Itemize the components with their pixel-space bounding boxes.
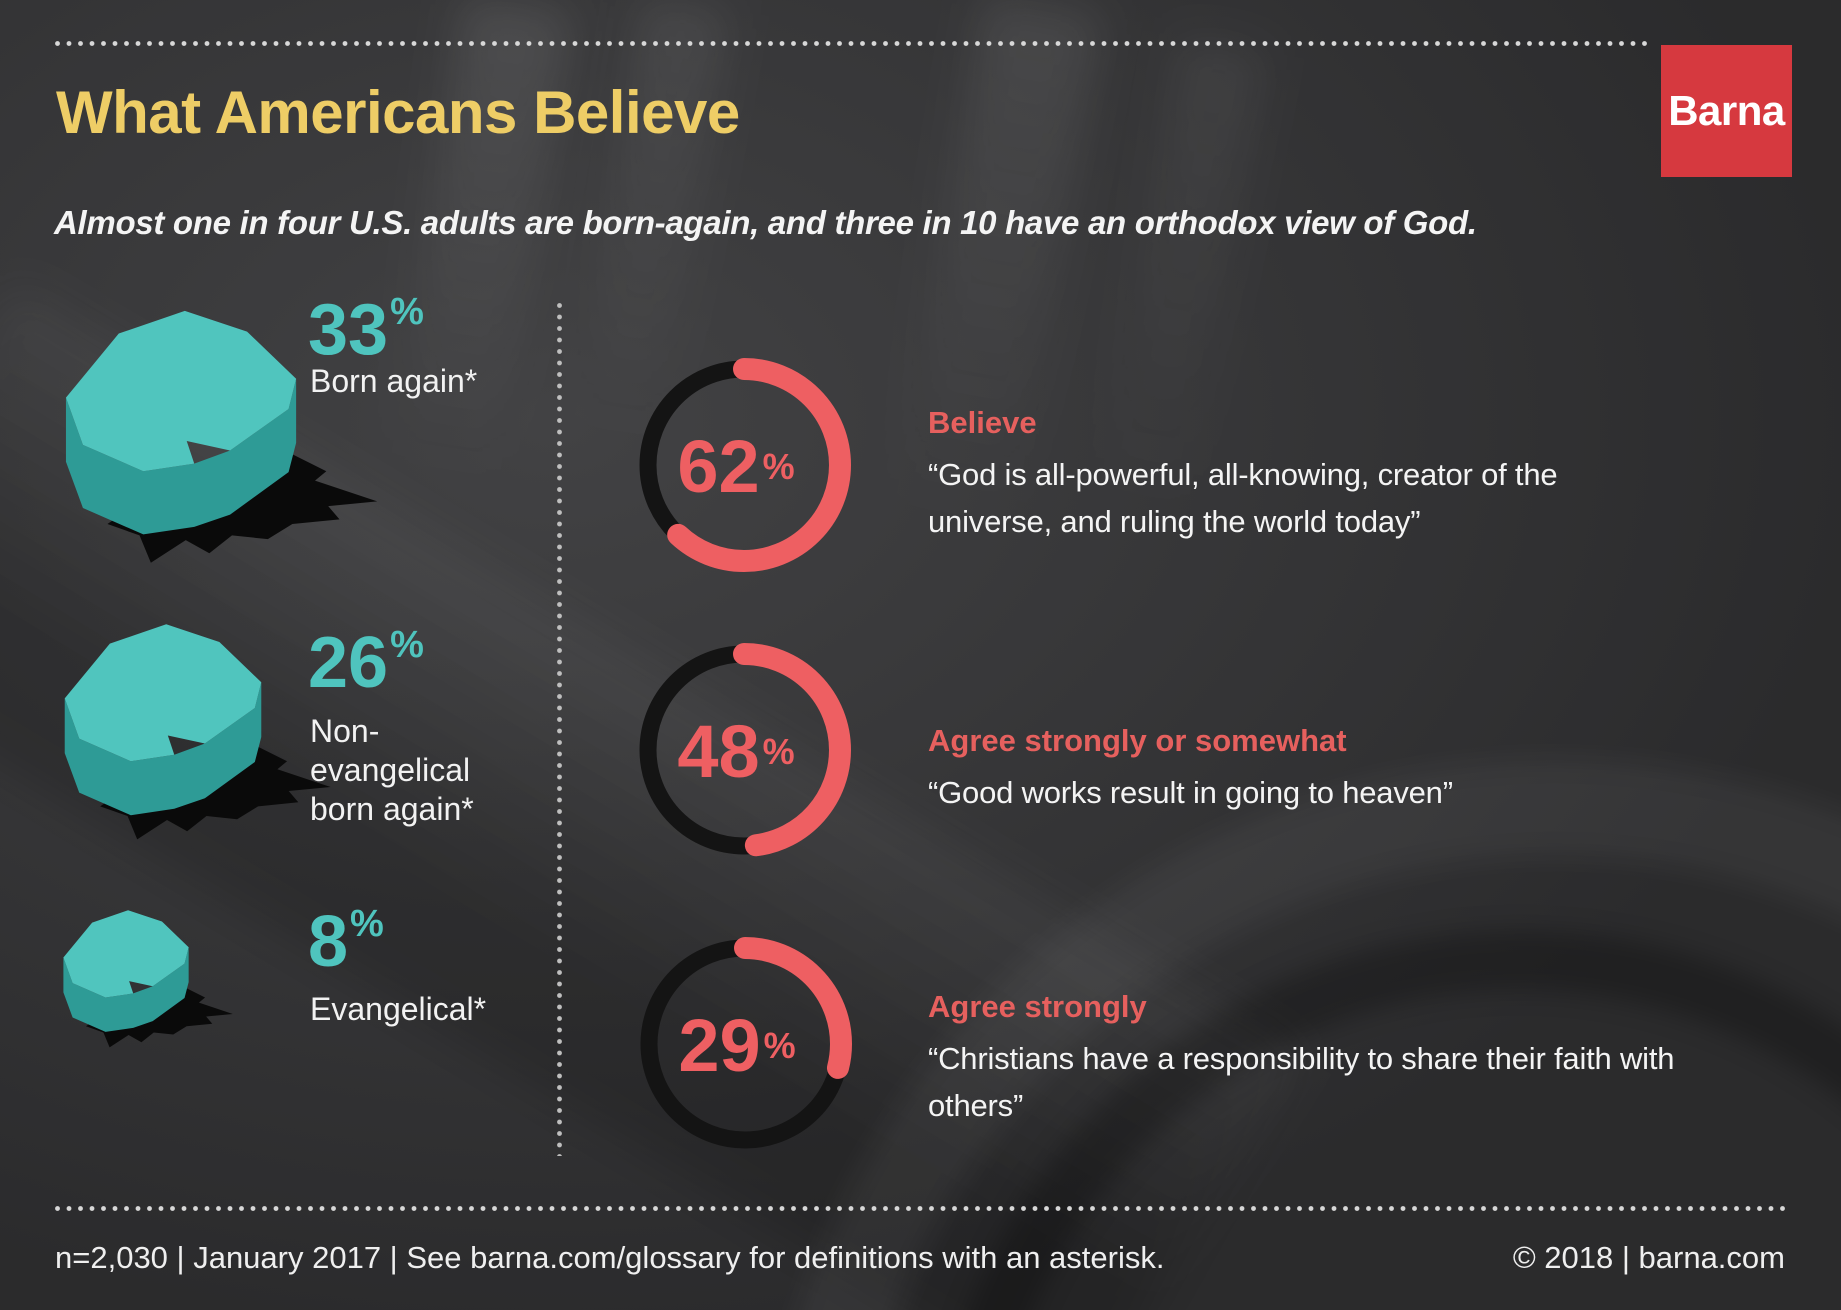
us-map-3d-icon-non-evangelical xyxy=(47,608,337,850)
belief-quote: “God is all-powerful, all-knowing, creat… xyxy=(928,457,1558,540)
donut-arc xyxy=(637,358,851,572)
stat-value-evangelical: 8% xyxy=(308,902,384,982)
top-dotted-divider xyxy=(55,41,1652,46)
donut-value-believe: 62% xyxy=(677,425,795,508)
donut-value-good-works: 48% xyxy=(677,710,795,793)
donut-value-share-faith: 29% xyxy=(678,1004,796,1087)
us-map-3d-icon-evangelical xyxy=(52,900,237,1054)
page-subtitle: Almost one in four U.S. adults are born-… xyxy=(54,204,1477,241)
belief-block-believe: Believe “God is all-powerful, all-knowin… xyxy=(928,404,1658,545)
footer-dotted-divider xyxy=(55,1206,1787,1211)
percent-sign: % xyxy=(762,731,795,772)
percent-sign: % xyxy=(390,624,424,666)
barna-logo[interactable]: Barna xyxy=(1661,45,1792,177)
belief-heading: Believe xyxy=(928,405,1037,440)
stat-label-evangelical: Evangelical* xyxy=(310,991,487,1027)
belief-block-share-faith: Agree strongly “Christians have a respon… xyxy=(928,988,1728,1129)
vertical-dotted-divider xyxy=(557,303,562,1156)
donut-chart-believe: 62% xyxy=(633,354,855,576)
page-title: What Americans Believe xyxy=(56,79,740,146)
percent-sign: % xyxy=(350,903,384,945)
percent-sign: % xyxy=(762,446,795,487)
footer-copyright: © 2018 | barna.com xyxy=(1512,1240,1785,1275)
belief-heading: Agree strongly or somewhat xyxy=(928,723,1347,758)
percent-sign: % xyxy=(763,1025,796,1066)
belief-quote: “Good works result in going to heaven” xyxy=(928,775,1453,811)
footer-source-note: n=2,030 | January 2017 | See barna.com/g… xyxy=(55,1240,1165,1275)
stat-label-non-evangelical: Non- evangelical born again* xyxy=(310,713,474,827)
stat-value-born-again: 33% xyxy=(308,290,424,370)
stray-period: . xyxy=(1238,198,1250,242)
belief-heading: Agree strongly xyxy=(928,989,1147,1024)
stat-value-non-evangelical: 26% xyxy=(308,623,424,703)
barna-logo-text: Barna xyxy=(1668,87,1785,134)
donut-arc xyxy=(637,643,851,857)
donut-chart-good-works: 48% xyxy=(633,639,855,861)
donut-chart-share-faith: 29% xyxy=(634,933,856,1155)
belief-block-good-works: Agree strongly or somewhat “Good works r… xyxy=(928,722,1453,816)
stat-label-born-again: Born again* xyxy=(310,363,478,399)
percent-sign: % xyxy=(390,291,424,333)
donut-arc xyxy=(638,937,852,1151)
belief-quote: “Christians have a responsibility to sha… xyxy=(928,1041,1675,1124)
